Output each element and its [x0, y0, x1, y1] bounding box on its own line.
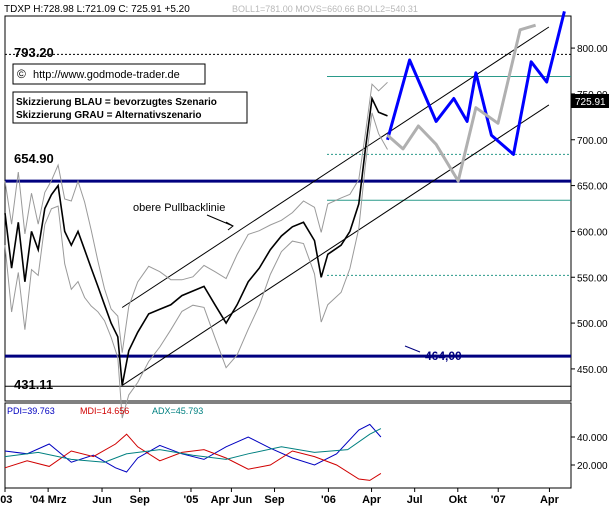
- mdi-legend: MDI=14.656: [80, 406, 129, 416]
- ind-series-adx: [4, 428, 382, 463]
- xtick-label: '04 Mrz: [30, 494, 67, 506]
- indicator-panel: [4, 402, 572, 489]
- bollinger-upper: [4, 81, 388, 353]
- ytick-label: 700.00: [577, 136, 608, 147]
- xtick-label: '05: [184, 494, 199, 506]
- ind-series-mdi: [4, 433, 382, 481]
- xtick-label: Jul: [407, 494, 423, 506]
- scenario-grey-line: [386, 23, 537, 183]
- ytick-label: 800.00: [577, 44, 608, 55]
- ytick-label: 450.00: [577, 365, 608, 376]
- last-price-value: 725.91: [575, 97, 606, 108]
- xtick-label: Okt: [449, 494, 468, 506]
- xtick-label: Sep: [264, 494, 284, 506]
- channel-line-lower: [121, 104, 550, 386]
- bollinger-lower: [4, 112, 388, 419]
- pdi-legend: PDI=39.763: [7, 406, 55, 416]
- trendline-arrow: [206, 214, 234, 231]
- xtick-label: Jun: [92, 494, 112, 506]
- xtick-label: Apr: [540, 494, 560, 506]
- arrow-464: [404, 345, 421, 353]
- xtick-label: '07: [491, 494, 506, 506]
- copyright-icon: ©: [17, 67, 26, 81]
- channel-line-upper: [121, 26, 550, 308]
- level-label-431: 431.11: [14, 377, 53, 392]
- level-label-793: 793.20: [14, 45, 54, 60]
- ind-ytick-label: 40.000: [577, 433, 608, 444]
- header-quote: TDXP H:728.98 L:721.09 C: 725.91 +5.20: [4, 4, 190, 15]
- ytick-label: 650.00: [577, 182, 608, 193]
- xtick-label: '06: [321, 494, 336, 506]
- header-indicators: BOLL1=781.00 MOVS=660.66 BOLL2=540.31: [232, 4, 418, 14]
- xtick-label: '03: [0, 494, 12, 506]
- ytick-label: 600.00: [577, 227, 608, 238]
- ytick-label: 750.00: [577, 90, 608, 101]
- xtick-label: Apr Jun: [211, 494, 253, 506]
- scenario-blue-label: Skizzierung BLAU = bevorzugtes Szenario: [16, 97, 217, 108]
- level-label-654: 654.90: [14, 151, 54, 166]
- level-label-464: 464,00: [425, 349, 462, 363]
- xtick-label: Apr: [362, 494, 382, 506]
- trendline-label: obere Pullbacklinie: [133, 202, 225, 214]
- price-panel: [4, 15, 572, 402]
- price-series: [4, 95, 388, 386]
- xtick-label: Sep: [130, 494, 150, 506]
- ind-ytick-label: 20.000: [577, 461, 608, 472]
- annotation-box: © http://www.godmode-trader.de Skizzieru…: [12, 63, 248, 124]
- website-label: http://www.godmode-trader.de: [33, 69, 180, 81]
- last-price-tag: [571, 94, 609, 108]
- adx-legend: ADX=45.793: [152, 406, 203, 416]
- ytick-label: 550.00: [577, 273, 608, 284]
- ytick-label: 500.00: [577, 319, 608, 330]
- ind-series-pdi: [4, 423, 382, 473]
- scenario-grey-label: Skizzierung GRAU = Alternativszenario: [16, 110, 202, 121]
- scenario-blue-line: [386, 11, 566, 156]
